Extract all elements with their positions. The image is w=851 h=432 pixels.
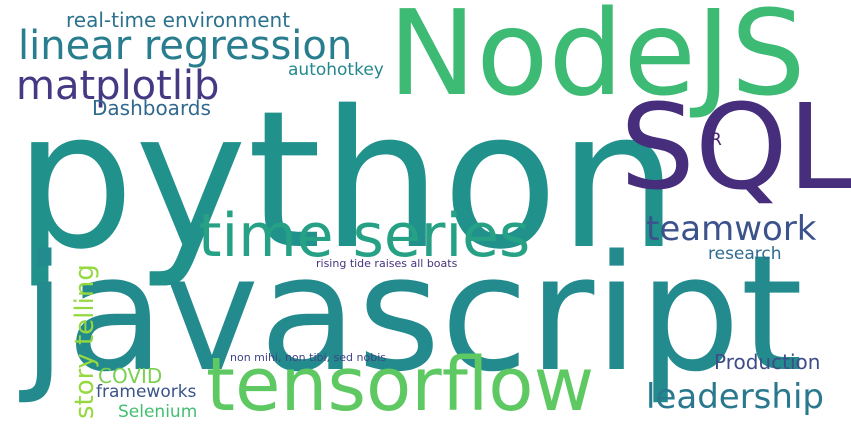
word-teamwork: teamwork	[646, 209, 817, 249]
word-story-telling: story telling	[70, 264, 100, 419]
word-linear-regression: linear regression	[18, 23, 353, 69]
word-real-time-environment: real-time environment	[66, 8, 291, 32]
word-r: R	[710, 130, 722, 150]
word-python: python	[14, 70, 679, 291]
word-production: Production	[714, 350, 821, 374]
word-sql: SQL	[620, 78, 851, 216]
word-rising-tide: rising tide raises all boats	[316, 257, 458, 270]
word-time-series: time series	[198, 201, 531, 271]
word-non-mihi: non mihi, non tibi, sed nobis	[230, 351, 386, 364]
word-tensorflow: tensorflow	[206, 342, 595, 428]
word-research: research	[708, 244, 782, 264]
word-matplotlib: matplotlib	[16, 63, 220, 109]
word-selenium: Selenium	[118, 402, 198, 422]
word-dashboards: Dashboards	[92, 96, 211, 120]
word-frameworks: frameworks	[96, 382, 197, 402]
word-javascript: javascript	[22, 220, 804, 407]
word-covid: COVID	[98, 364, 163, 388]
word-leadership: leadership	[646, 377, 824, 417]
word-nodejs: NodeJS	[388, 0, 806, 122]
word-autohotkey: autohotkey	[288, 60, 384, 80]
